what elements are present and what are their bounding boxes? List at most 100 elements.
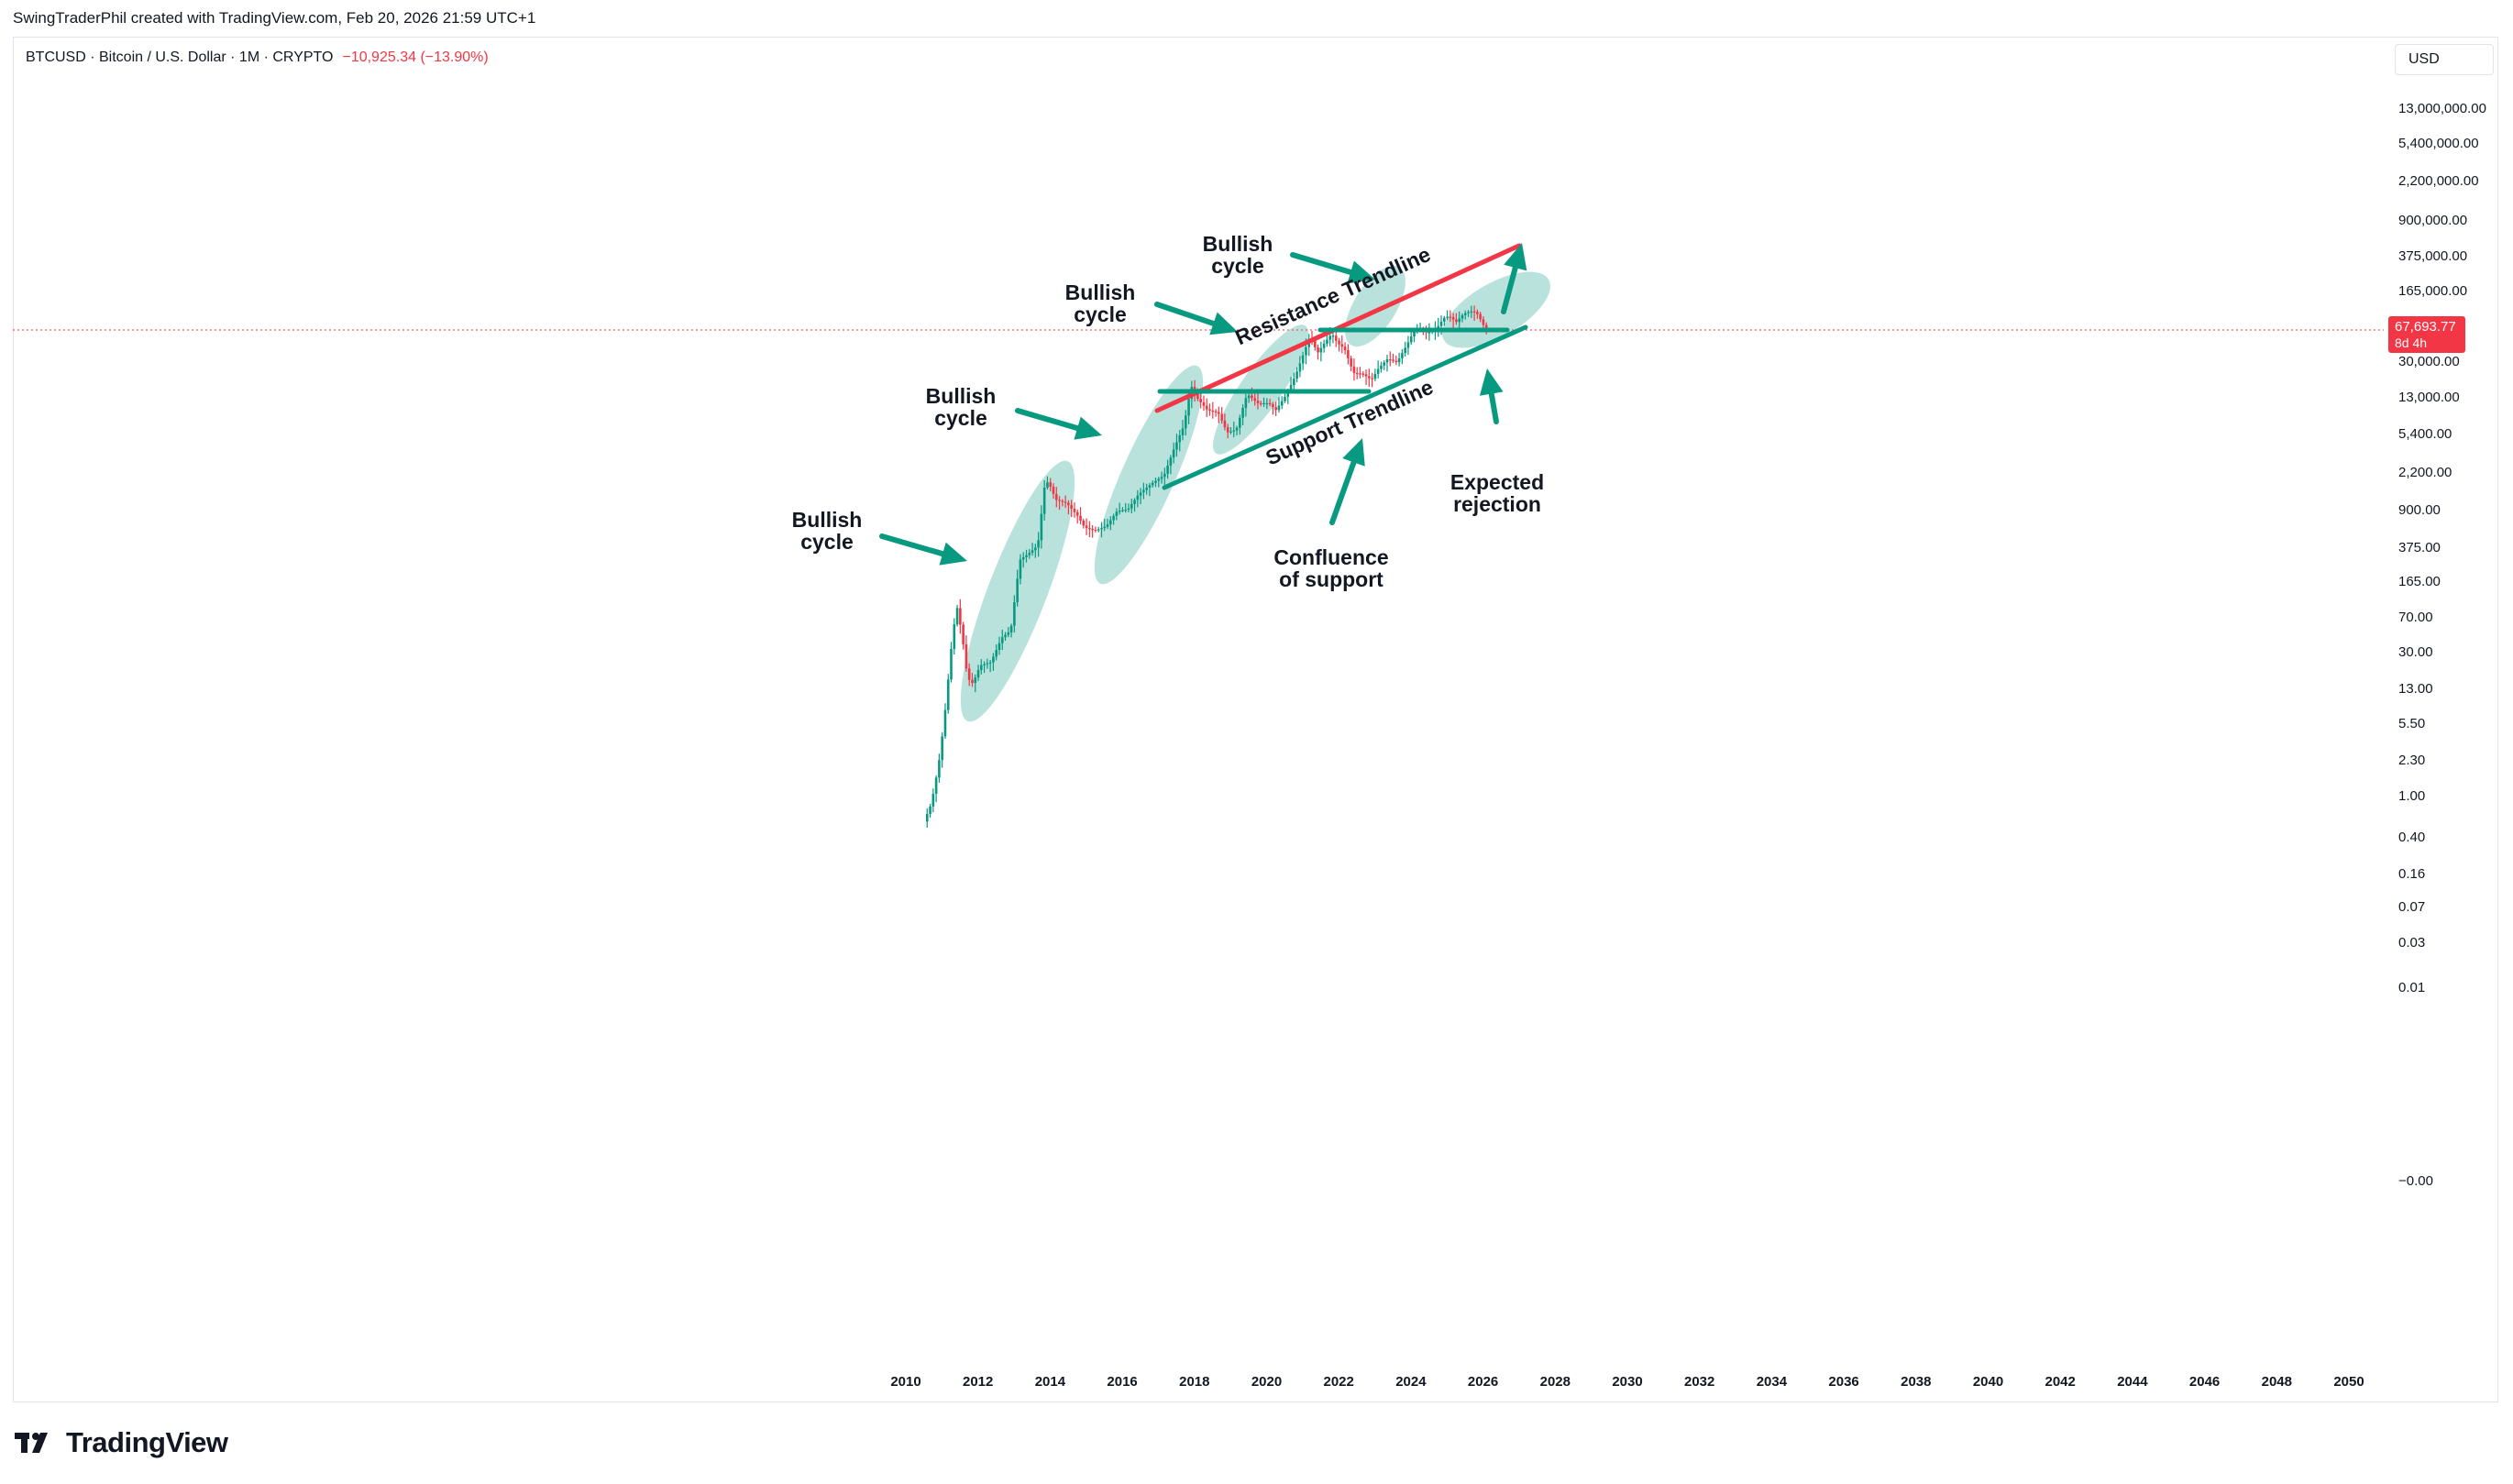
candle-body (1021, 556, 1025, 560)
symbol-legend[interactable]: BTCUSD · Bitcoin / U.S. Dollar · 1M · CR… (26, 49, 489, 66)
countdown-label: 8d 4h (2395, 335, 2427, 350)
annotation-arrows (879, 243, 1527, 566)
candle-body (992, 656, 995, 663)
y-tick-label: 165.00 (2398, 574, 2441, 589)
candle-body (1334, 335, 1338, 341)
candle-body (1368, 376, 1371, 379)
candle-body (1479, 313, 1482, 320)
annotation-label: Bullish cycle (792, 508, 863, 554)
candle-body (967, 668, 971, 680)
candle-body (1439, 321, 1443, 326)
candle-body (1208, 409, 1211, 411)
candle-body (1049, 482, 1053, 487)
candle-body (1235, 427, 1239, 431)
candle-body (1160, 477, 1163, 479)
candle-body (1361, 373, 1365, 375)
candle-body (1305, 346, 1307, 356)
candle-body (1130, 503, 1133, 509)
annotation-arrow-head (1347, 260, 1375, 284)
annotation-arrow-head (939, 542, 967, 566)
x-tick-label: 2048 (2262, 1374, 2292, 1390)
x-tick-label: 2020 (1251, 1374, 1282, 1390)
candle-body (1328, 335, 1331, 340)
candle-body (1061, 500, 1064, 502)
candle-body (1172, 449, 1175, 458)
currency-button[interactable]: USD (2395, 44, 2494, 75)
candle-body (1484, 324, 1488, 330)
tradingview-logo[interactable]: TradingView (15, 1426, 228, 1459)
candle-body (1127, 508, 1130, 510)
candle-body (1007, 632, 1010, 635)
candle-body (1202, 401, 1206, 406)
candle-body (1359, 373, 1361, 375)
candle-body (1040, 513, 1043, 541)
candle-body (1256, 401, 1260, 403)
candle-body (1272, 404, 1274, 408)
candle-body (1268, 402, 1272, 405)
candle-body (1442, 317, 1446, 322)
candle-body (1241, 408, 1244, 418)
candle-body (1028, 553, 1031, 555)
candle-body (1205, 405, 1208, 410)
candle-body (1175, 442, 1178, 450)
y-tick-label: 70.00 (2398, 610, 2433, 625)
annotation-arrow-shaft (1488, 390, 1499, 424)
candle-body (1075, 511, 1079, 516)
y-tick-label: 0.07 (2398, 899, 2425, 915)
candle-body (931, 794, 935, 807)
annotation-label-line: Bullish (1203, 232, 1273, 256)
y-tick-label: 2.30 (2398, 753, 2425, 768)
candle-body (950, 648, 953, 680)
candle-body (1037, 540, 1040, 548)
candle-body (1073, 508, 1076, 512)
candle-body (1409, 336, 1413, 343)
candle-body (1067, 502, 1070, 506)
y-tick-label: 375,000.00 (2398, 248, 2467, 264)
candle-body (1109, 520, 1112, 525)
x-tick-label: 2040 (1973, 1374, 2003, 1390)
candle-body (1284, 396, 1286, 401)
candle-body (1326, 339, 1328, 344)
candle-body (1244, 398, 1248, 409)
candle-body (1054, 493, 1058, 500)
x-tick-label: 2014 (1035, 1374, 1066, 1390)
candle-body (1347, 350, 1350, 358)
candle-body (1392, 359, 1394, 361)
x-tick-label: 2032 (1684, 1374, 1714, 1390)
candle-body (1154, 480, 1157, 483)
x-tick-label: 2046 (2189, 1374, 2220, 1390)
x-tick-label: 2042 (2045, 1374, 2076, 1390)
x-tick-label: 2026 (1468, 1374, 1498, 1390)
candle-body (1211, 410, 1215, 412)
candle-body (1097, 529, 1100, 531)
x-tick-label: 2038 (1901, 1374, 1931, 1390)
candle-body (1136, 495, 1140, 500)
candle-body (1298, 363, 1302, 372)
y-tick-label: 1.00 (2398, 788, 2425, 804)
candle-body (1064, 501, 1067, 503)
candle-body (1397, 357, 1401, 363)
cycle-highlight-ellipse (1345, 265, 1405, 347)
candle-body (1034, 547, 1037, 551)
y-tick-label: 5,400,000.00 (2398, 136, 2479, 151)
candle-body (938, 760, 941, 778)
candle-body (1317, 346, 1319, 353)
candle-body (1187, 399, 1190, 416)
candle-body (1470, 311, 1473, 313)
candle-body (1148, 485, 1152, 488)
candle-body (1079, 515, 1082, 521)
x-tick-label: 2024 (1395, 1374, 1427, 1390)
x-tick-label: 2018 (1179, 1374, 1209, 1390)
price-axis: 13,000,000.00 5,400,000.00 2,200,000.00 900… (2398, 101, 2486, 1189)
annotation-arrow-head (1342, 438, 1365, 467)
candle-body (1293, 379, 1295, 386)
candle-body (1406, 342, 1410, 348)
candle-body (1178, 434, 1182, 443)
candle-body (1388, 358, 1392, 361)
y-tick-label: 0.16 (2398, 866, 2425, 882)
annotation-label-line: Confluence (1273, 545, 1388, 569)
annotation-label: Bullish cycle (926, 384, 997, 430)
candle-body (1226, 427, 1229, 433)
